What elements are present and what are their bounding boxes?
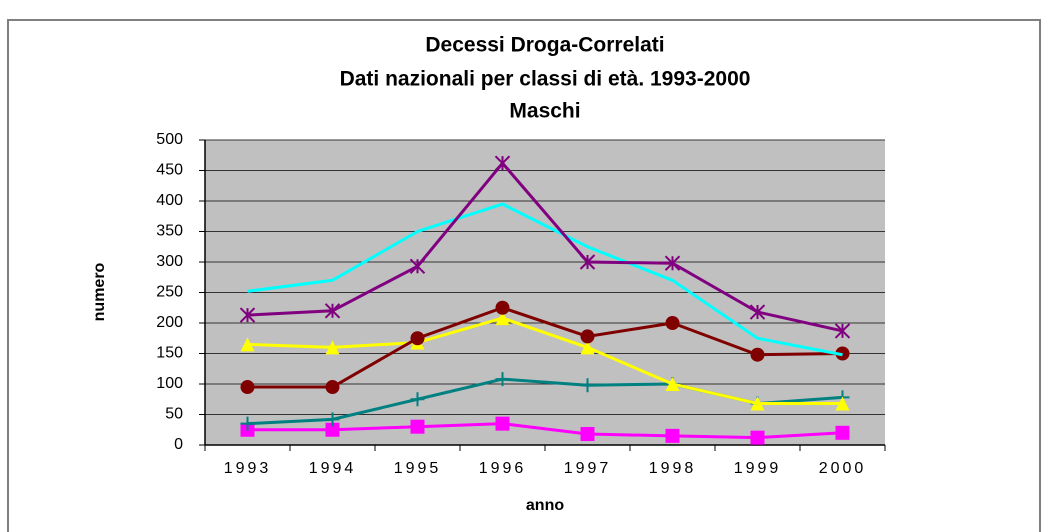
marker <box>835 396 850 411</box>
x-tick-label: 1995 <box>394 460 442 477</box>
marker <box>664 255 681 271</box>
y-tick-label: 300 <box>156 253 183 270</box>
marker <box>750 430 765 445</box>
marker <box>580 378 595 393</box>
marker <box>324 303 341 319</box>
marker <box>495 300 510 315</box>
x-tick-label: 1998 <box>649 460 697 477</box>
series-line <box>247 202 843 357</box>
marker <box>665 428 680 443</box>
series-line <box>247 422 843 440</box>
y-tick-label: 50 <box>165 406 183 423</box>
x-tick-label: 1996 <box>479 460 527 477</box>
y-tick-label: 450 <box>156 162 183 179</box>
marker <box>410 331 425 346</box>
marker <box>580 340 595 355</box>
marker <box>495 311 510 326</box>
marker <box>240 337 255 352</box>
chart-title: Decessi Droga-Correlati <box>425 34 664 57</box>
series-line <box>247 316 843 406</box>
x-tick-label: 2000 <box>819 460 867 477</box>
marker <box>240 416 255 431</box>
marker <box>665 316 680 330</box>
marker <box>239 307 256 323</box>
marker <box>325 340 340 355</box>
y-tick-label: 0 <box>174 436 183 453</box>
y-tick-label: 150 <box>156 345 183 362</box>
y-tick-label: 100 <box>156 375 183 392</box>
marker <box>749 304 766 320</box>
marker <box>410 419 425 434</box>
y-axis-label: numero <box>91 262 108 321</box>
marker <box>750 396 765 411</box>
x-axis-label: anno <box>526 497 564 514</box>
series-line <box>247 160 843 333</box>
marker <box>834 323 851 339</box>
x-tick-label: 1999 <box>734 460 782 477</box>
marker <box>750 347 765 362</box>
marker <box>494 155 511 171</box>
x-tick-label: 1993 <box>224 460 272 477</box>
chart-subtitle: Maschi <box>509 100 580 123</box>
marker <box>835 425 850 440</box>
x-tick-label: 1994 <box>309 460 357 477</box>
marker <box>665 377 680 391</box>
marker <box>325 422 340 437</box>
marker <box>240 380 255 395</box>
series-line <box>247 306 843 389</box>
y-tick-label: 250 <box>156 284 183 301</box>
marker <box>495 416 510 431</box>
marker <box>495 372 510 387</box>
marker <box>579 254 596 270</box>
y-tick-label: 350 <box>156 223 183 240</box>
y-tick-label: 500 <box>156 131 183 148</box>
y-tick-label: 400 <box>156 192 183 209</box>
marker <box>325 380 340 395</box>
y-tick-label: 200 <box>156 314 183 331</box>
x-tick-label: 1997 <box>564 460 612 477</box>
marker <box>409 258 426 274</box>
marker <box>580 427 595 442</box>
chart-subtitle: Dati nazionali per classi di età. 1993-2… <box>340 68 751 91</box>
marker <box>325 412 340 427</box>
marker <box>410 392 425 407</box>
marker <box>580 329 595 344</box>
